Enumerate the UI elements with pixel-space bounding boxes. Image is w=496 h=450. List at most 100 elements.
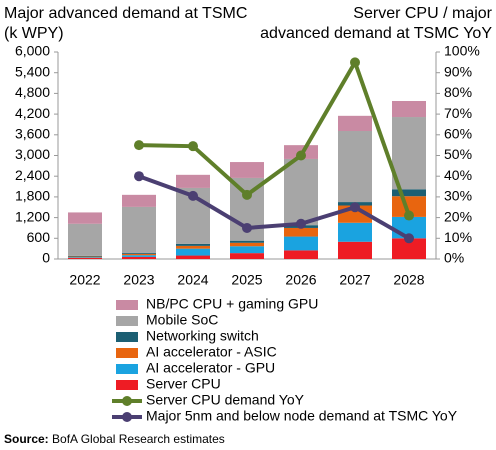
legend-label: Networking switch [146, 328, 259, 344]
y-tick-label: 2,400 [15, 167, 50, 183]
line-point [134, 140, 144, 151]
bar-segment [68, 256, 102, 258]
bar-segment [68, 212, 102, 224]
line-point [404, 233, 414, 244]
x-tick-label: 2023 [123, 272, 154, 288]
legend-swatch [116, 364, 138, 374]
bar-segment [176, 174, 210, 188]
y2-tick-label: 10% [444, 229, 472, 245]
source-label: Source: [4, 432, 49, 446]
bar-segment [392, 196, 426, 217]
legend-label: AI accelerator - ASIC [146, 344, 277, 360]
y2-tick-label: 60% [444, 126, 472, 142]
line-point [296, 150, 306, 161]
bar-segment [392, 189, 426, 197]
line-point [404, 210, 414, 221]
bar-segment [338, 115, 372, 132]
y2-tick-label: 40% [444, 167, 472, 183]
bar-segment [122, 194, 156, 207]
bar-segment [68, 257, 102, 259]
bar-segment [230, 246, 264, 254]
bar-segment [122, 256, 156, 259]
y-tick-label: 1,200 [15, 208, 50, 224]
bar-segment [122, 206, 156, 253]
bar-segment [176, 245, 210, 249]
bar-segment [176, 255, 210, 259]
y2-tick-label: 100% [444, 43, 480, 59]
bar-segment [230, 242, 264, 247]
line-point [188, 190, 198, 201]
bar-segment [230, 162, 264, 178]
source-text: BofA Global Research estimates [52, 432, 225, 446]
bar-segment [230, 240, 264, 243]
y-tick-label: 6,000 [15, 43, 50, 59]
y2-tick-label: 80% [444, 84, 472, 100]
bar-segment [230, 253, 264, 259]
y2-tick-label: 0% [444, 250, 464, 266]
bar-segment [284, 158, 318, 226]
bar-segment [392, 238, 426, 259]
legend-label: Server CPU [146, 376, 221, 392]
y-tick-label: 5,400 [15, 63, 50, 79]
legend-swatch [122, 412, 132, 422]
y-axis-title: (k WPY) [4, 25, 64, 42]
line-point [188, 141, 198, 152]
bar-segment [284, 236, 318, 251]
y-tick-label: 4,800 [15, 84, 50, 100]
x-tick-label: 2025 [231, 272, 262, 288]
bar-segment [68, 223, 102, 256]
legend-swatch [122, 396, 132, 406]
x-tick-label: 2028 [393, 272, 424, 288]
source: Source: BofA Global Research estimates [4, 432, 225, 446]
bar-segment [284, 227, 318, 237]
bar-segment [122, 252, 156, 254]
bar-segment [284, 250, 318, 259]
bar-segment [338, 222, 372, 242]
y-tick-label: 600 [27, 229, 51, 245]
bar-segment [122, 255, 156, 257]
legend-label: Server CPU demand YoY [146, 392, 305, 408]
legend-label: Major 5nm and below node demand at TSMC … [146, 408, 458, 424]
legend-swatch [116, 300, 138, 310]
y2-tick-label: 90% [444, 63, 472, 79]
y-tick-label: 3,600 [15, 126, 50, 142]
line-point [350, 202, 360, 213]
line-point [242, 189, 252, 200]
y2-tick-label: 70% [444, 105, 472, 121]
y-tick-label: 1,800 [15, 188, 50, 204]
legend-label: NB/PC CPU + gaming GPU [146, 296, 318, 312]
bar-segment [68, 255, 102, 257]
x-tick-label: 2027 [339, 272, 370, 288]
bar-segment [176, 248, 210, 256]
bar-segment [338, 241, 372, 259]
legend-swatch [116, 332, 138, 342]
x-tick-label: 2022 [69, 272, 100, 288]
bar-segment [392, 100, 426, 118]
bar-segment [68, 257, 102, 258]
y-tick-label: 0 [42, 250, 50, 266]
x-tick-label: 2026 [285, 272, 316, 288]
y-tick-label: 3,000 [15, 146, 50, 162]
bar-segment [392, 117, 426, 190]
line-point [134, 171, 144, 182]
line [138, 57, 411, 217]
y2-tick-label: 50% [444, 146, 472, 162]
y2-axis-title: advanced demand at TSMC YoY [260, 25, 492, 42]
line-point [242, 222, 252, 233]
bar-segment [122, 253, 156, 256]
y2-tick-label: 30% [444, 188, 472, 204]
y2-tick-label: 20% [444, 208, 472, 224]
legend-swatch [116, 316, 138, 326]
y-tick-label: 4,200 [15, 105, 50, 121]
line-point [296, 218, 306, 229]
x-tick-label: 2024 [177, 272, 208, 288]
bar-segment [176, 243, 210, 246]
legend-swatch [116, 380, 138, 390]
legend-swatch [116, 348, 138, 358]
line-point [350, 57, 360, 68]
y2-axis-title: Server CPU / major [353, 5, 492, 22]
line [138, 174, 410, 241]
legend-label: Mobile SoC [146, 312, 218, 328]
bar-segment [338, 131, 372, 203]
